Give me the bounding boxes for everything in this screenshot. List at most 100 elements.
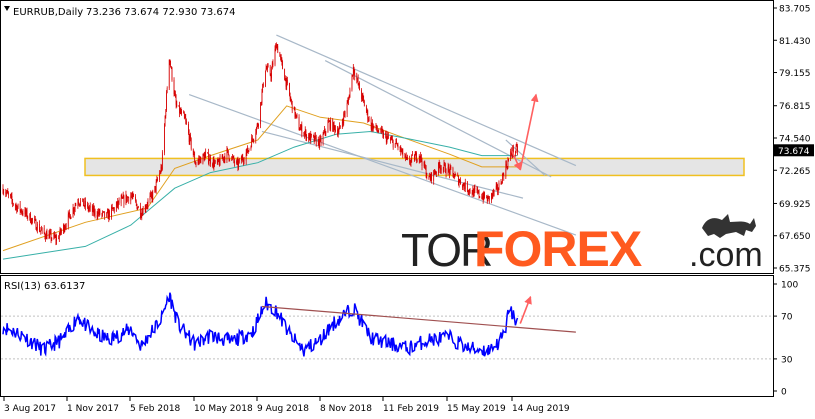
candle-body [213, 159, 215, 167]
candle-body [410, 159, 412, 163]
candle-body [83, 198, 84, 206]
candle-body [439, 165, 441, 170]
candle-body [166, 88, 168, 93]
candle-body [445, 164, 446, 173]
candle-body [203, 155, 205, 161]
candle-body [416, 160, 418, 162]
candle-body [368, 119, 369, 121]
candle-body [305, 130, 307, 139]
candle-body [453, 173, 454, 178]
candle-body [226, 148, 228, 161]
forecast-arrow-1 [511, 151, 522, 171]
candle-body [339, 125, 341, 127]
candle-body [93, 206, 95, 214]
candle-body [137, 208, 138, 210]
candle-body [258, 124, 259, 127]
candle-body [78, 203, 80, 205]
candle-body [330, 119, 332, 129]
candle-body [208, 152, 209, 163]
candle-body [198, 159, 200, 161]
candle-body [250, 147, 252, 149]
candle-body [280, 57, 282, 59]
candle-body [488, 196, 489, 197]
candle-body [75, 204, 77, 206]
candle-body [147, 200, 149, 206]
candle-body [362, 94, 364, 98]
candle-body [22, 212, 24, 215]
candle-body [501, 183, 503, 185]
candle-body [102, 211, 103, 214]
candle-body [106, 212, 108, 217]
candle-body [366, 106, 367, 112]
candle-body [265, 70, 266, 87]
candle-body [5, 192, 7, 194]
candle-body [349, 89, 351, 98]
candle-body [476, 189, 478, 191]
candle-body [236, 161, 237, 164]
candle-body [426, 176, 428, 178]
candle-body [89, 207, 90, 209]
candle-body [486, 197, 487, 198]
candle-body [12, 200, 13, 204]
candle-body [309, 134, 310, 140]
candle-body [401, 149, 403, 152]
candle-body [79, 204, 81, 206]
collapse-triangle-icon[interactable] [4, 6, 10, 11]
candle-body [117, 201, 119, 206]
candle-body [511, 154, 513, 155]
candle-body [94, 209, 96, 216]
candle-body [218, 159, 220, 162]
candle-body [152, 191, 154, 200]
candle-body [260, 102, 261, 125]
candle-body [363, 101, 365, 107]
candle-body [276, 46, 278, 49]
candle-body [223, 157, 224, 160]
candle-body [496, 185, 498, 186]
candle-body [325, 132, 327, 134]
candle-body [390, 139, 392, 141]
candle-body [219, 161, 220, 166]
candle-body [294, 107, 296, 117]
candle-body [232, 157, 233, 158]
candle-body [392, 140, 394, 148]
candle-body [383, 133, 384, 138]
candle-body [103, 211, 105, 213]
candle-body [238, 158, 240, 162]
candle-body [135, 196, 136, 201]
candle-body [433, 170, 435, 181]
candle-body [29, 213, 31, 218]
candle-body [169, 59, 171, 63]
candle-body [214, 162, 215, 167]
candle-body [19, 203, 21, 212]
candle-body [232, 156, 234, 158]
candle-body [497, 185, 498, 191]
candle-body [397, 145, 399, 149]
candle-body [151, 193, 152, 195]
candle-body [212, 163, 213, 166]
candle-body [478, 190, 480, 197]
price-axis-label: 67.650 [779, 232, 811, 242]
candle-body [506, 166, 508, 168]
candle-body [184, 116, 186, 119]
candle-body [320, 138, 322, 143]
candle-body [323, 132, 325, 134]
candle-body [502, 174, 504, 176]
candle-body [491, 193, 492, 201]
candle-body [243, 160, 245, 162]
candle-body [452, 167, 454, 174]
candle-body [344, 113, 345, 115]
candle-body [120, 197, 122, 204]
candle-body [44, 233, 46, 237]
candle-body [308, 134, 310, 140]
candle-body [395, 141, 397, 144]
candle-body [157, 179, 158, 180]
candle-body [164, 115, 166, 126]
candle-body [154, 186, 156, 192]
candle-body [296, 115, 298, 117]
candle-body [70, 216, 72, 219]
candle-body [281, 58, 283, 62]
candle-body [162, 152, 163, 170]
candle-body [467, 191, 469, 193]
candle-body [282, 61, 283, 70]
candle-body [337, 129, 338, 135]
